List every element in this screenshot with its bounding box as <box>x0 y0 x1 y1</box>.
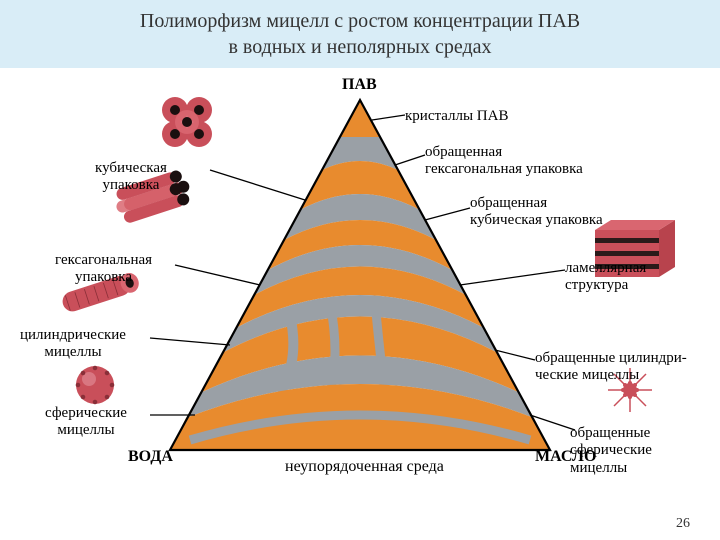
bottom-label: неупорядоченная среда <box>285 458 444 476</box>
label-cubic: кубическаяупаковка <box>95 160 167 195</box>
phase-diagram: ПАВ ВОДА МАСЛО неупорядоченная среда куб… <box>0 70 720 530</box>
title-bar: Полиморфизм мицелл с ростом концентрации… <box>0 0 720 68</box>
cubic-packing-icon <box>162 97 212 147</box>
label-inv-cyl: обращенные цилиндри-ческие мицеллы <box>535 350 687 385</box>
vertex-left: ВОДА <box>128 448 173 466</box>
label-crystals: кристаллы ПАВ <box>405 108 508 125</box>
label-lamellar: ламеллярнаяструктура <box>565 260 646 295</box>
label-sph: сферическиемицеллы <box>45 405 127 440</box>
vertex-top: ПАВ <box>342 76 377 94</box>
page-number: 26 <box>676 516 690 532</box>
label-inv-sph: обращенныесферическиемицеллы <box>570 425 652 477</box>
sph-micelle-icon <box>76 366 114 404</box>
label-inv-hex: обращеннаягексагональная упаковка <box>425 144 583 179</box>
label-inv-cubic: обращеннаякубическая упаковка <box>470 195 603 230</box>
label-cyl: цилиндрическиемицеллы <box>20 327 126 362</box>
title-line1: Полиморфизм мицелл с ростом концентрации… <box>140 10 580 32</box>
label-hex: гексагональнаяупаковка <box>55 252 152 287</box>
title-line2: в водных и неполярных средах <box>228 36 491 58</box>
